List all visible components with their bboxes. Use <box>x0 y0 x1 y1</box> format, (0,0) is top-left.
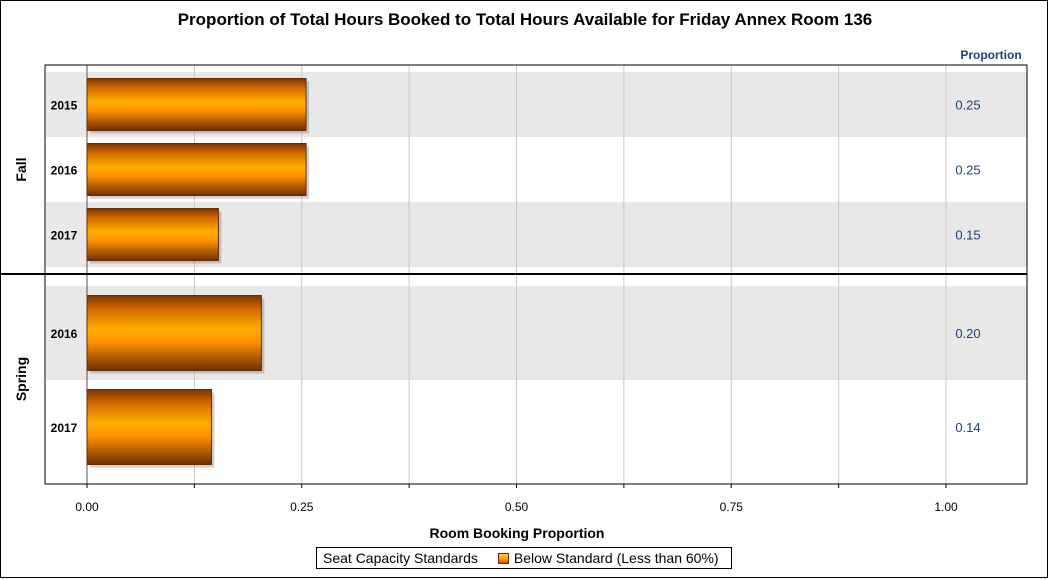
legend: Seat Capacity Standards Below Standard (… <box>316 547 732 569</box>
category-label: 2016 <box>51 327 78 341</box>
x-tick-label: 0.25 <box>290 500 314 514</box>
group-label: Fall <box>13 157 29 181</box>
legend-item-label: Below Standard (Less than 60%) <box>513 550 719 566</box>
x-tick-label: 0.75 <box>720 500 744 514</box>
chart-title: Proportion of Total Hours Booked to Tota… <box>177 10 873 29</box>
bar-fall-2015 <box>86 78 307 131</box>
category-label: 2015 <box>51 99 78 113</box>
labels: 2015 0.25 2016 0.25 2017 0.15 Fall 2016 0.20 2017… <box>13 48 1022 541</box>
category-label: 2016 <box>51 164 78 178</box>
category-label: 2017 <box>51 229 78 243</box>
bar-spring-2016 <box>86 295 262 371</box>
value-column-header: Proportion <box>960 48 1021 62</box>
plot-border <box>0 64 1028 488</box>
legend-title: Seat Capacity Standards <box>323 550 478 566</box>
bar-fall-2017 <box>86 208 219 261</box>
x-tick-label: 1.00 <box>934 500 958 514</box>
bar-spring-2017 <box>86 389 213 465</box>
bars <box>86 78 310 468</box>
category-label: 2017 <box>51 421 78 435</box>
value-label: 0.20 <box>955 326 980 341</box>
value-label: 0.15 <box>955 228 980 243</box>
value-label: 0.25 <box>955 98 980 113</box>
x-axis-label: Room Booking Proportion <box>430 525 605 541</box>
bar-fall-2016 <box>86 143 307 196</box>
value-label: 0.14 <box>955 420 980 435</box>
group-label: Spring <box>13 357 29 401</box>
legend-swatch <box>497 552 509 564</box>
x-tick-label: 0.00 <box>75 500 99 514</box>
x-tick-label: 0.50 <box>505 500 529 514</box>
value-label: 0.25 <box>955 163 980 178</box>
